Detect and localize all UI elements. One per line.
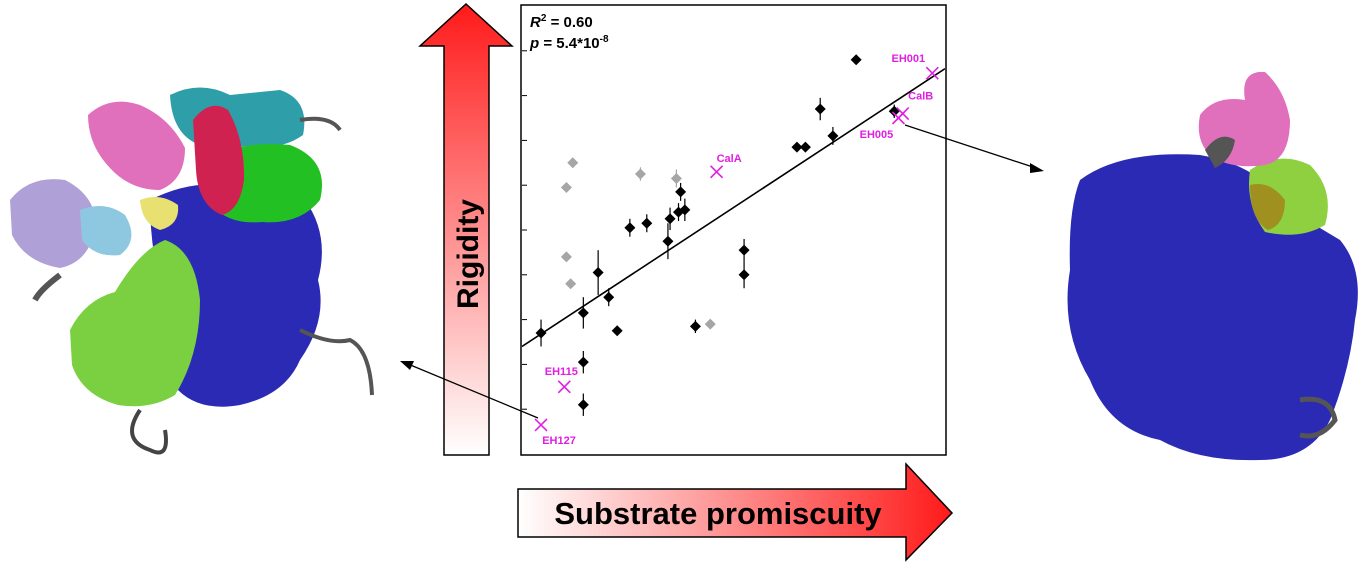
- data-point: [675, 186, 687, 198]
- rigidity-label: Rigidity: [452, 199, 485, 309]
- data-point: [738, 269, 750, 281]
- connector-right-arrowhead: [1030, 163, 1044, 173]
- data-point: [577, 399, 589, 411]
- data-point: [689, 320, 701, 332]
- data-point: [577, 307, 589, 319]
- regression-line: [522, 68, 945, 348]
- highlight-marker: [891, 111, 906, 125]
- r-squared-superscript: 2: [541, 13, 547, 24]
- data-point: [624, 222, 636, 234]
- data-point: [611, 325, 623, 337]
- data-point: [567, 157, 579, 169]
- data-point: [592, 267, 604, 279]
- connector-left-arrowhead: [400, 361, 414, 370]
- point-label: EH001: [891, 53, 925, 65]
- protein-structure-right: [1067, 71, 1358, 461]
- point-label: CalB: [908, 91, 933, 103]
- data-point: [560, 251, 572, 263]
- data-point: [850, 54, 862, 66]
- p-value-exponent: -8: [600, 34, 609, 45]
- data-point: [577, 356, 589, 368]
- promiscuity-arrow: Substrate promiscuity: [517, 462, 954, 562]
- y-ticks: [522, 50, 527, 410]
- data-point: [560, 181, 572, 193]
- data-point: [670, 172, 682, 184]
- highlight-marker: [557, 380, 571, 394]
- r-squared-stat: R2 = 0.60: [530, 13, 593, 31]
- point-label: EH005: [860, 129, 894, 141]
- data-point: [662, 235, 674, 247]
- data-point: [827, 130, 839, 142]
- p-value-stat: p = 5.4*10-8: [529, 34, 609, 52]
- connector-to-right-structure: [904, 124, 1037, 169]
- data-point: [634, 168, 646, 180]
- data-point: [814, 103, 826, 115]
- data-point: [679, 204, 691, 216]
- data-point: [791, 141, 803, 153]
- scatter-plot: CalA EH115 EH127 EH001 CalB EH005 R2 = 0.60 p…: [520, 4, 947, 456]
- data-point: [535, 327, 547, 339]
- point-label: CalA: [717, 153, 742, 165]
- data-point: [641, 217, 653, 229]
- data-point: [664, 213, 676, 225]
- data-point: [738, 244, 750, 256]
- r-squared-value: = 0.60: [546, 14, 592, 31]
- highlight-marker: [925, 66, 939, 80]
- point-label: EH127: [542, 435, 576, 447]
- connector-arrows: [400, 124, 1044, 419]
- data-point: [565, 278, 577, 290]
- rigidity-arrow: Rigidity: [418, 2, 514, 456]
- data-point: [799, 141, 811, 153]
- protein-structure-left: [10, 87, 374, 455]
- point-label: EH115: [545, 366, 578, 378]
- connector-to-left-structure: [407, 363, 539, 419]
- data-point: [603, 291, 615, 303]
- promiscuity-label: Substrate promiscuity: [554, 496, 882, 531]
- highlight-marker: [710, 165, 724, 179]
- highlight-marker: [534, 418, 548, 432]
- plot-frame: [520, 4, 947, 456]
- data-point: [704, 318, 716, 330]
- p-value-base: = 5.4*10: [539, 35, 599, 52]
- data-points: CalA EH115 EH127 EH001 CalB EH005: [534, 53, 939, 447]
- p-value-symbol: p: [529, 35, 539, 52]
- r-squared-symbol: R: [530, 14, 541, 31]
